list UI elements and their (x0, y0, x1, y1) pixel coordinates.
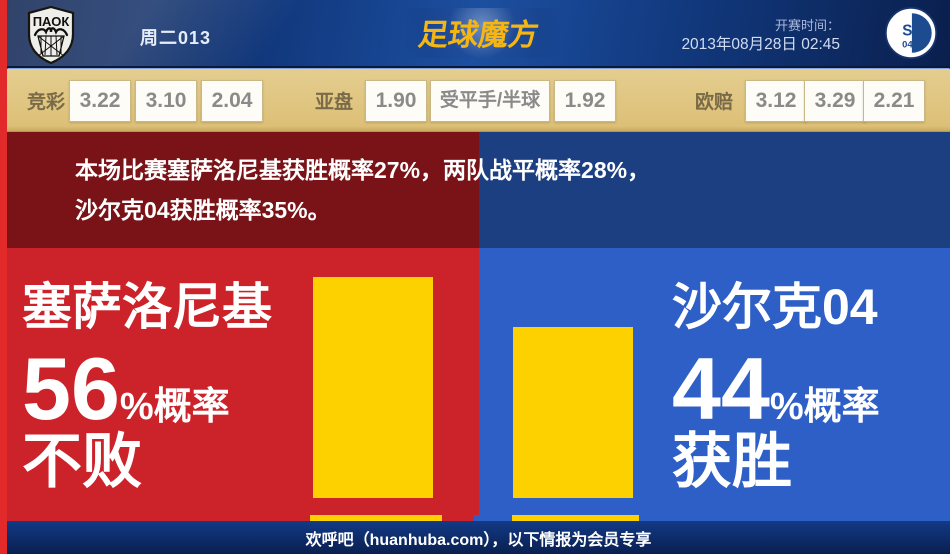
svg-text:ПАОК: ПАОК (33, 14, 70, 29)
svg-text:足球魔方: 足球魔方 (416, 17, 541, 52)
svg-text:S: S (902, 23, 912, 40)
svg-text:04: 04 (902, 39, 913, 50)
